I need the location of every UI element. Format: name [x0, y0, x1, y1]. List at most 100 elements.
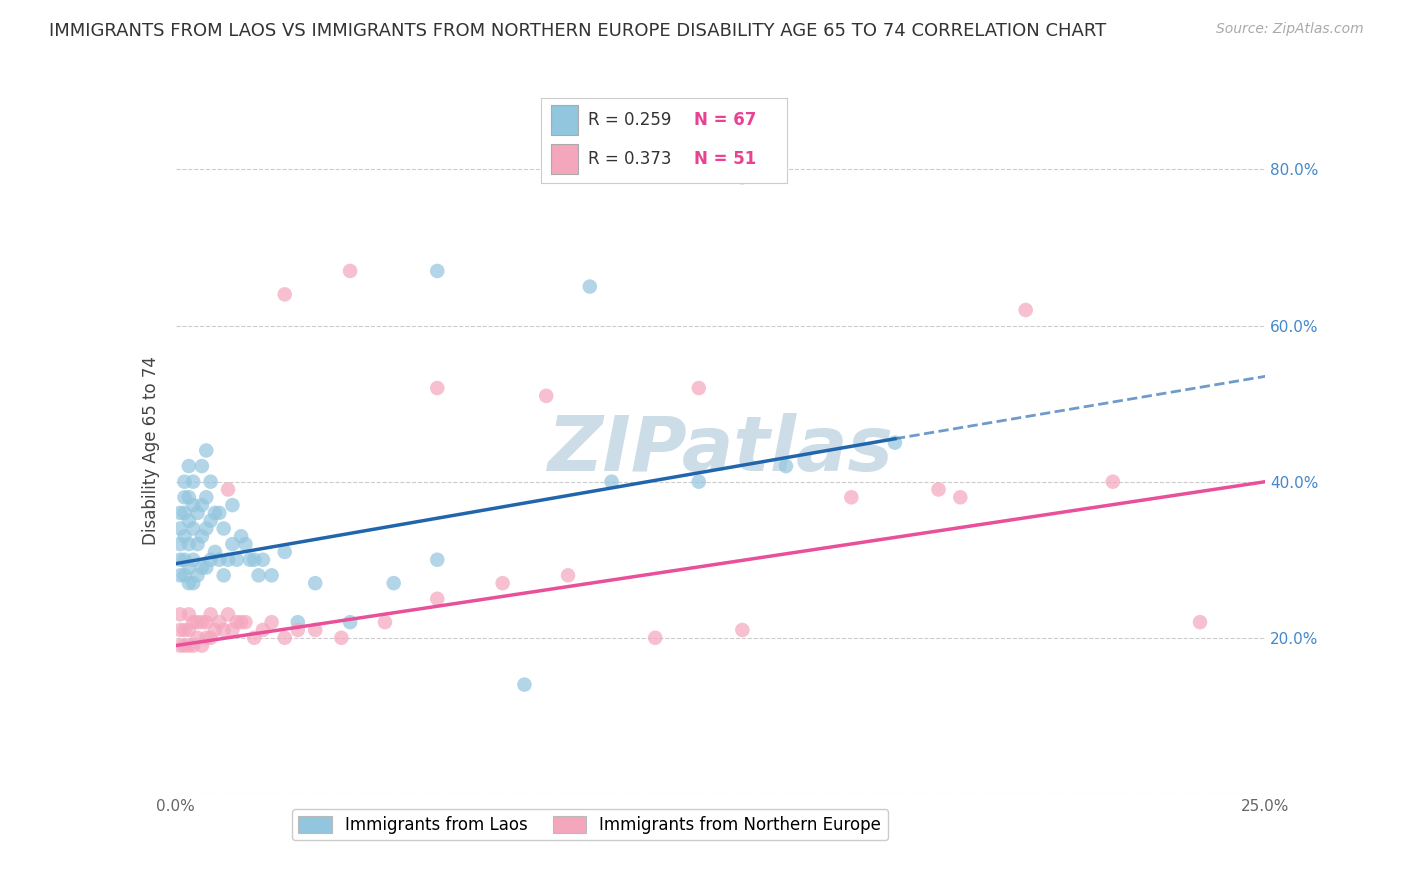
- Point: [181, 639, 204, 653]
- Point: [688, 475, 710, 489]
- Point: [775, 458, 797, 473]
- Point: [243, 631, 266, 645]
- Point: [200, 514, 222, 528]
- Point: [928, 483, 950, 497]
- Point: [177, 623, 200, 637]
- Point: [204, 545, 226, 559]
- Point: [200, 607, 222, 622]
- Point: [217, 607, 239, 622]
- Point: [204, 506, 226, 520]
- Point: [173, 568, 195, 582]
- Point: [426, 591, 449, 606]
- Point: [195, 443, 218, 458]
- Point: [200, 631, 222, 645]
- Point: [186, 537, 209, 551]
- Point: [1189, 615, 1212, 630]
- Point: [304, 576, 326, 591]
- Point: [173, 623, 195, 637]
- Point: [177, 537, 200, 551]
- Point: [173, 506, 195, 520]
- Point: [426, 552, 449, 567]
- Point: [177, 458, 200, 473]
- Point: [217, 483, 239, 497]
- Point: [287, 615, 309, 630]
- Point: [426, 264, 449, 278]
- Point: [841, 490, 863, 504]
- Point: [557, 568, 579, 582]
- Point: [221, 623, 243, 637]
- Point: [382, 576, 405, 591]
- Point: [252, 552, 274, 567]
- Point: [231, 529, 253, 543]
- Text: R = 0.259: R = 0.259: [588, 112, 672, 129]
- Point: [181, 552, 204, 567]
- Point: [177, 607, 200, 622]
- Point: [195, 615, 218, 630]
- Point: [426, 381, 449, 395]
- Point: [169, 607, 191, 622]
- Point: [260, 615, 283, 630]
- Point: [177, 639, 200, 653]
- Text: R = 0.373: R = 0.373: [588, 150, 672, 168]
- Bar: [551, 105, 578, 136]
- Legend: Immigrants from Laos, Immigrants from Northern Europe: Immigrants from Laos, Immigrants from No…: [291, 809, 889, 840]
- Point: [181, 576, 204, 591]
- Point: [186, 568, 209, 582]
- Point: [274, 631, 297, 645]
- Point: [208, 615, 231, 630]
- Point: [177, 560, 200, 574]
- Point: [374, 615, 396, 630]
- Point: [195, 521, 218, 535]
- Point: [208, 506, 231, 520]
- Point: [225, 552, 247, 567]
- Point: [173, 552, 195, 567]
- Point: [191, 498, 214, 512]
- Point: [221, 537, 243, 551]
- Point: [173, 490, 195, 504]
- Point: [191, 529, 214, 543]
- Point: [173, 529, 195, 543]
- Point: [688, 381, 710, 395]
- Text: Source: ZipAtlas.com: Source: ZipAtlas.com: [1216, 22, 1364, 37]
- Point: [239, 552, 262, 567]
- Point: [177, 490, 200, 504]
- Point: [177, 514, 200, 528]
- Point: [195, 560, 218, 574]
- Point: [212, 521, 235, 535]
- Point: [225, 615, 247, 630]
- Text: ZIPatlas: ZIPatlas: [547, 414, 894, 487]
- Point: [177, 576, 200, 591]
- Point: [644, 631, 666, 645]
- Point: [212, 623, 235, 637]
- Point: [169, 552, 191, 567]
- Point: [231, 615, 253, 630]
- Point: [304, 623, 326, 637]
- Text: IMMIGRANTS FROM LAOS VS IMMIGRANTS FROM NORTHERN EUROPE DISABILITY AGE 65 TO 74 : IMMIGRANTS FROM LAOS VS IMMIGRANTS FROM …: [49, 22, 1107, 40]
- Point: [181, 475, 204, 489]
- Point: [204, 623, 226, 637]
- Point: [274, 287, 297, 301]
- Point: [1102, 475, 1125, 489]
- Point: [274, 545, 297, 559]
- Point: [600, 475, 623, 489]
- Text: N = 67: N = 67: [695, 112, 756, 129]
- Point: [221, 498, 243, 512]
- Point: [186, 506, 209, 520]
- Point: [208, 552, 231, 567]
- Point: [731, 170, 754, 185]
- Point: [191, 615, 214, 630]
- Point: [169, 537, 191, 551]
- Text: N = 51: N = 51: [695, 150, 756, 168]
- Point: [195, 631, 218, 645]
- Y-axis label: Disability Age 65 to 74: Disability Age 65 to 74: [142, 356, 160, 545]
- Point: [235, 615, 257, 630]
- Point: [173, 639, 195, 653]
- Point: [212, 568, 235, 582]
- Point: [186, 631, 209, 645]
- Point: [884, 435, 907, 450]
- Point: [181, 615, 204, 630]
- Point: [191, 458, 214, 473]
- Point: [200, 475, 222, 489]
- Point: [169, 506, 191, 520]
- Point: [492, 576, 515, 591]
